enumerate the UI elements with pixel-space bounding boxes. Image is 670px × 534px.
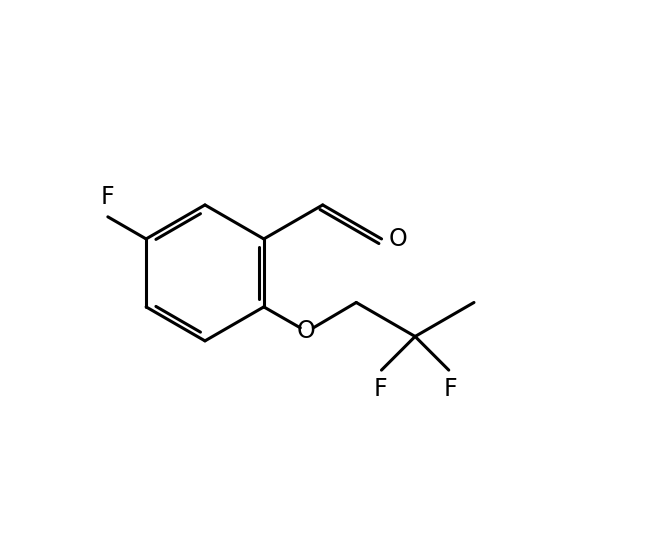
Text: F: F	[373, 377, 387, 401]
Text: O: O	[389, 227, 407, 251]
Text: O: O	[297, 319, 316, 343]
Text: F: F	[101, 185, 115, 209]
Text: F: F	[443, 377, 457, 401]
